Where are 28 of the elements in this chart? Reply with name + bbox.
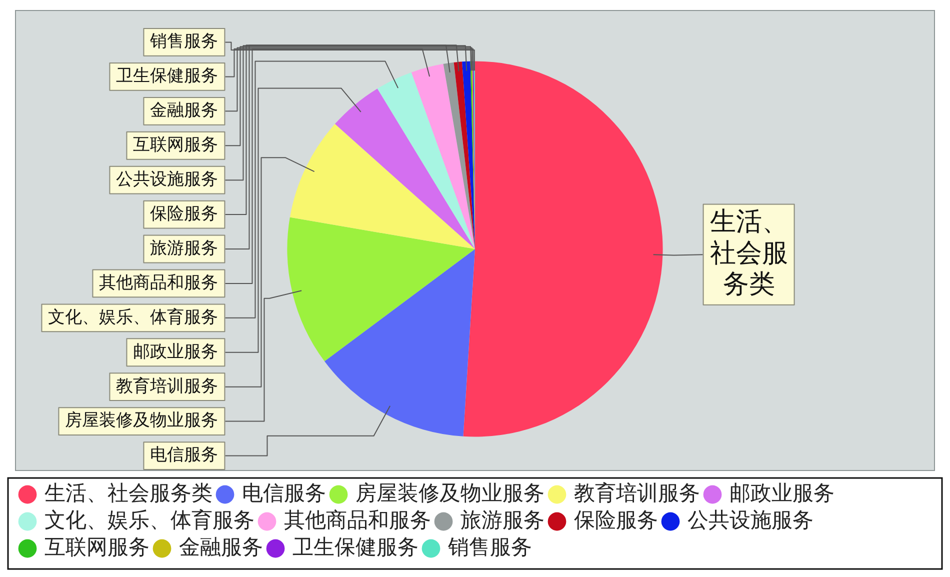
legend-label: 互联网服务	[44, 534, 150, 559]
legend-label: 邮政业服务	[730, 480, 834, 505]
legend-label: 其他商品和服务	[284, 508, 431, 532]
legend-label: 教育培训服务	[574, 480, 700, 505]
legend-label: 电信服务	[242, 480, 326, 505]
slice-label: 生活、社会服务类	[710, 207, 788, 300]
slice-label: 旅游服务	[150, 238, 218, 258]
legend-label: 文化、娱乐、体育服务	[44, 508, 254, 532]
slice-label: 其他商品和服务	[99, 272, 218, 293]
slice-label: 教育培训服务	[116, 376, 218, 396]
legend-label: 金融服务	[179, 534, 263, 559]
slice-label: 金融服务	[150, 100, 218, 121]
legend-label: 卫生保健服务	[292, 534, 418, 559]
slice-label: 电信服务	[150, 445, 218, 466]
slice-label: 公共设施服务	[116, 170, 218, 190]
legend-label: 公共设施服务	[688, 508, 814, 532]
slice-label: 互联网服务	[133, 135, 218, 156]
legend-label: 生活、社会服务类	[44, 480, 212, 505]
legend-label: 房屋装修及物业服务	[356, 480, 544, 505]
slice-label: 保险服务	[150, 204, 218, 224]
slice-label: 邮政业服务	[133, 342, 218, 362]
slice-label: 销售服务	[149, 32, 218, 52]
slice-label: 文化、娱乐、体育服务	[48, 307, 218, 328]
legend-label: 销售服务	[447, 534, 532, 559]
slice-label: 房屋装修及物业服务	[65, 410, 218, 431]
legend-label: 保险服务	[574, 508, 658, 532]
slice-label: 卫生保健服务	[116, 66, 218, 86]
legend-label: 旅游服务	[460, 508, 544, 532]
